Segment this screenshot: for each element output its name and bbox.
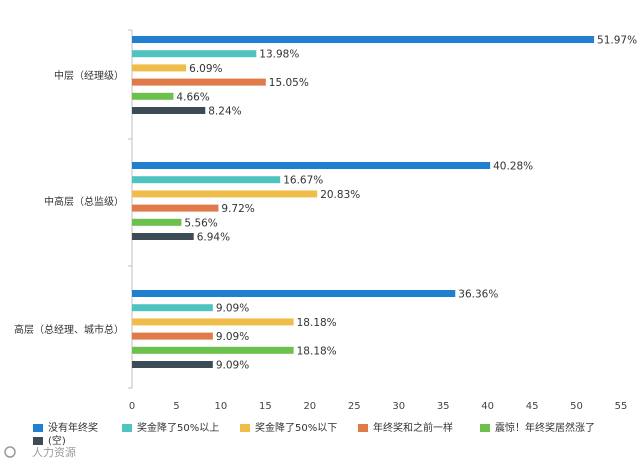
- data-label: 40.28%: [493, 161, 533, 173]
- data-label: 15.05%: [269, 77, 309, 89]
- data-label: 13.98%: [259, 49, 299, 61]
- bar: [132, 107, 206, 114]
- bar: [132, 346, 294, 354]
- legend-label: 年终奖和之前一样: [373, 421, 453, 434]
- legend-swatch: [480, 424, 490, 432]
- data-label: 36.36%: [458, 289, 498, 301]
- x-tick-label: 45: [526, 401, 539, 412]
- category-label: 高层（总经理、城市总）: [14, 323, 124, 336]
- bars-group: 51.97% 13.98% 6.09% 15.05% 4.66% 8.24% 40.28% 1…: [132, 35, 637, 372]
- data-label: 6.94%: [197, 232, 230, 244]
- data-label: 9.09%: [216, 331, 249, 343]
- bar: [132, 50, 257, 58]
- legend-label: 奖金降了50%以下: [255, 421, 337, 434]
- data-label: 20.83%: [320, 189, 360, 201]
- x-tick-label: 0: [129, 401, 135, 412]
- data-label: 18.18%: [297, 345, 337, 357]
- data-label: 18.18%: [297, 317, 337, 329]
- data-label: 6.09%: [189, 63, 222, 75]
- x-tick-label: 25: [348, 401, 361, 412]
- category-label: 中高层（总监级）: [44, 195, 124, 208]
- watermark-text: 人力资源: [32, 445, 76, 459]
- legend-label: (空): [48, 434, 66, 447]
- bar: [132, 36, 595, 43]
- legend-swatch: [240, 424, 250, 432]
- data-label: 9.09%: [216, 360, 249, 372]
- legend-label: 没有年终奖: [48, 421, 98, 434]
- x-axis: 0 5 10 15 20 25 30 35 40 45 50 55: [129, 401, 628, 412]
- bar: [132, 332, 213, 340]
- data-label: 9.72%: [221, 203, 254, 215]
- bar: [132, 318, 294, 326]
- bar: [132, 176, 281, 184]
- bar: [132, 304, 213, 312]
- bar: [132, 190, 318, 198]
- bar: [132, 361, 213, 368]
- legend-label: 震惊！年终奖居然涨了: [495, 421, 595, 434]
- data-label: 16.67%: [283, 175, 323, 187]
- x-tick-label: 30: [392, 401, 405, 412]
- data-label: 51.97%: [597, 35, 637, 47]
- bar: [132, 78, 266, 86]
- data-label: 8.24%: [208, 106, 241, 118]
- x-tick-label: 55: [615, 401, 628, 412]
- legend: 没有年终奖 奖金降了50%以上 奖金降了50%以下 年终奖和之前一样 震惊！年终奖居然涨…: [33, 421, 595, 447]
- x-tick-label: 20: [303, 401, 316, 412]
- watermark-logo-icon: [4, 446, 16, 458]
- bar: [132, 204, 219, 212]
- bar: [132, 64, 187, 72]
- bar: [132, 218, 182, 226]
- category-label: 中层（经理级）: [54, 69, 124, 82]
- category-axis: 中层（经理级） 中高层（总监级） 高层（总经理、城市总）: [14, 29, 133, 389]
- x-tick-label: 5: [173, 401, 179, 412]
- bar: [132, 233, 194, 240]
- legend-swatch: [33, 424, 43, 432]
- bar: [132, 92, 174, 100]
- x-tick-label: 15: [259, 401, 272, 412]
- bar: [132, 162, 491, 169]
- legend-swatch: [122, 424, 132, 432]
- x-tick-label: 50: [570, 401, 583, 412]
- data-label: 4.66%: [176, 91, 209, 103]
- data-label: 9.09%: [216, 303, 249, 315]
- x-tick-label: 35: [437, 401, 450, 412]
- legend-swatch: [358, 424, 368, 432]
- x-tick-label: 40: [481, 401, 494, 412]
- data-label: 5.56%: [184, 217, 217, 229]
- legend-swatch: [33, 437, 43, 445]
- bar: [132, 290, 456, 297]
- legend-label: 奖金降了50%以上: [137, 421, 219, 434]
- watermark: 人力资源: [4, 445, 76, 459]
- x-tick-label: 10: [215, 401, 228, 412]
